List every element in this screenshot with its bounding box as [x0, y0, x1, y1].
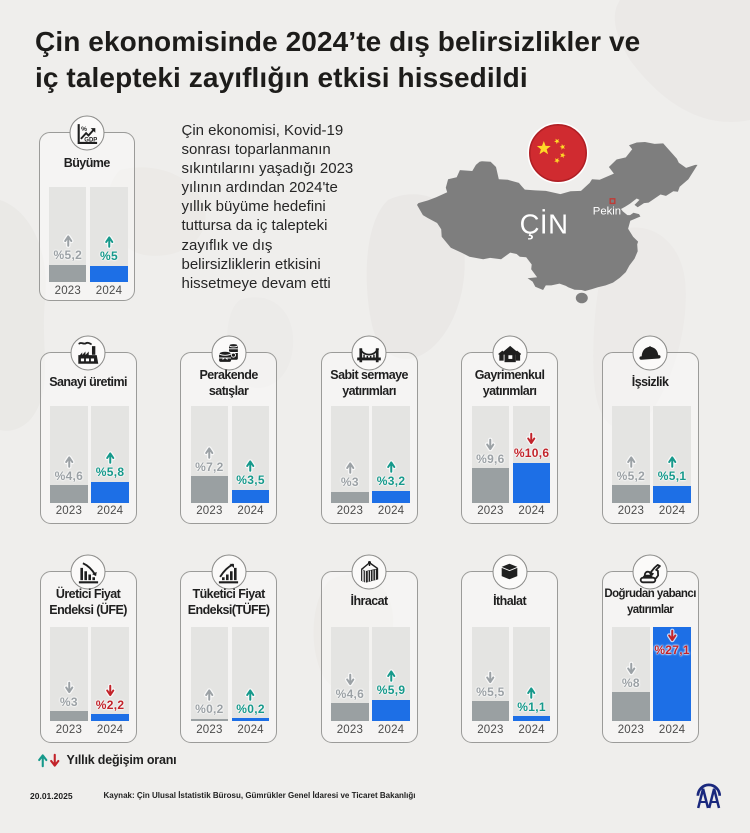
svg-text:ÇİN: ÇİN [520, 209, 569, 240]
svg-text:%: % [81, 126, 87, 133]
svg-text:GDP: GDP [85, 137, 98, 143]
svg-text:Pekin: Pekin [593, 205, 621, 217]
